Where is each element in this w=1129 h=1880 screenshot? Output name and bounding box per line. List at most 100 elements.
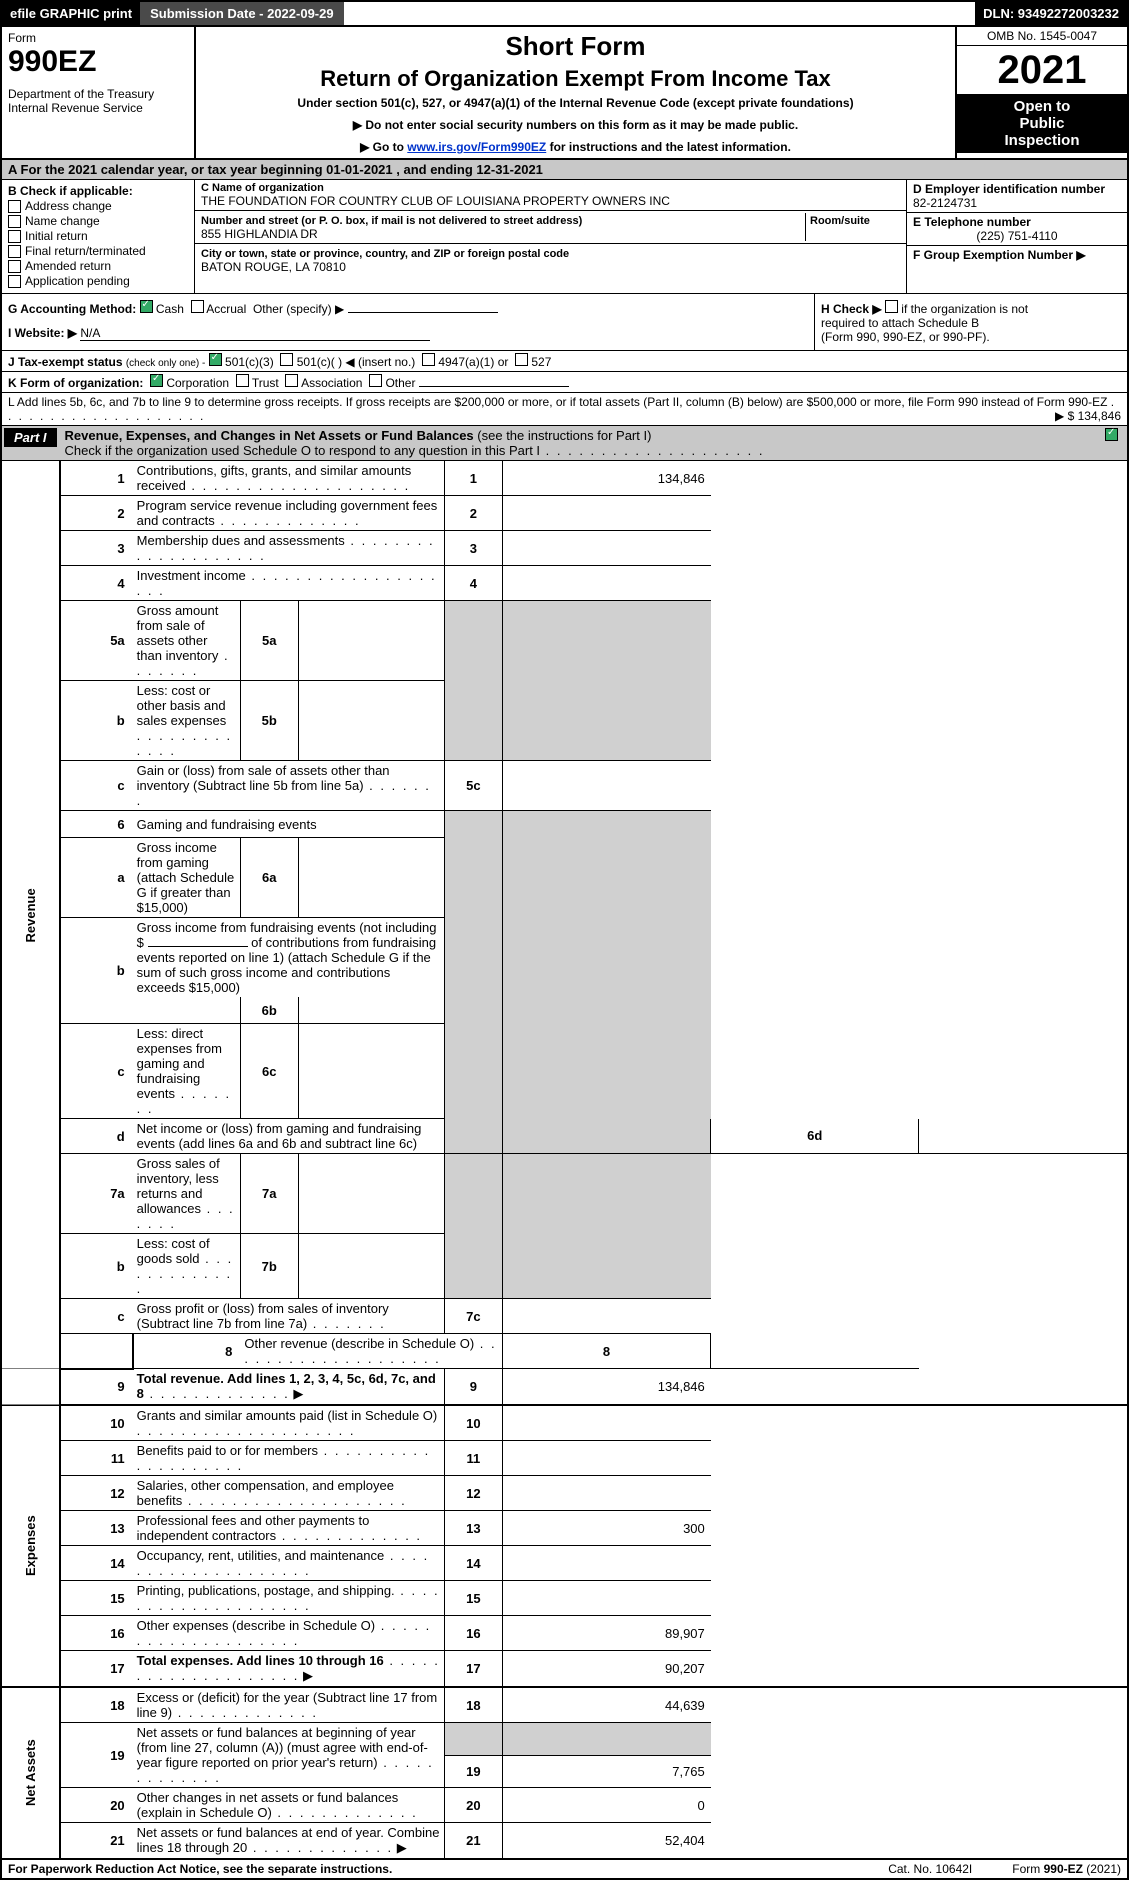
- city-label: City or town, state or province, country…: [201, 248, 569, 260]
- line-9: 9 Total revenue. Add lines 1, 2, 3, 4, 5…: [1, 1369, 1128, 1406]
- header-left: Form 990EZ Department of the Treasury In…: [2, 27, 196, 158]
- part1-table: Revenue 1 Contributions, gifts, grants, …: [0, 461, 1129, 1860]
- open-to-public: Open to Public Inspection: [957, 94, 1127, 153]
- val-17: 90,207: [502, 1651, 711, 1688]
- chk-final-return[interactable]: Final return/terminated: [8, 244, 188, 258]
- topbar: efile GRAPHIC print Submission Date - 20…: [0, 0, 1129, 25]
- section-g: G Accounting Method: Cash Accrual Other …: [8, 300, 808, 316]
- header-right: OMB No. 1545-0047 2021 Open to Public In…: [957, 27, 1127, 158]
- line-13: 13 Professional fees and other payments …: [1, 1511, 1128, 1546]
- chk-501c[interactable]: [280, 353, 293, 366]
- org-name-label: C Name of organization: [201, 182, 900, 194]
- form-label: Form: [8, 31, 188, 45]
- chk-application-pending[interactable]: Application pending: [8, 274, 188, 288]
- val-15: [502, 1581, 711, 1616]
- efile-label: efile GRAPHIC print: [2, 2, 140, 25]
- val-21: 52,404: [502, 1823, 711, 1860]
- street-label: Number and street (or P. O. box, if mail…: [201, 215, 582, 227]
- gross-receipts: ▶ $ 134,846: [1055, 409, 1121, 423]
- chk-address-change[interactable]: Address change: [8, 199, 188, 213]
- line-16: 16 Other expenses (describe in Schedule …: [1, 1616, 1128, 1651]
- city: BATON ROUGE, LA 70810: [201, 260, 900, 274]
- val-2: [502, 496, 711, 531]
- chk-trust[interactable]: [236, 374, 249, 387]
- val-13: 300: [502, 1511, 711, 1546]
- section-k: K Form of organization: Corporation Trus…: [0, 372, 1129, 393]
- chk-527[interactable]: [515, 353, 528, 366]
- line-10: Expenses 10 Grants and similar amounts p…: [1, 1405, 1128, 1441]
- footer-cat: Cat. No. 10642I: [888, 1862, 972, 1876]
- line-6: 6 Gaming and fundraising events: [1, 811, 1128, 838]
- short-title: Short Form: [206, 31, 945, 62]
- line-12: 12 Salaries, other compensation, and emp…: [1, 1476, 1128, 1511]
- val-18: 44,639: [502, 1687, 711, 1723]
- val-14: [502, 1546, 711, 1581]
- checkbox-icon: [8, 215, 21, 228]
- val-8: [711, 1334, 919, 1369]
- chk-cash[interactable]: [140, 300, 153, 313]
- val-5c: [502, 761, 711, 811]
- line-14: 14 Occupancy, rent, utilities, and maint…: [1, 1546, 1128, 1581]
- checkbox-icon: [8, 275, 21, 288]
- val-9: 134,846: [502, 1369, 711, 1406]
- line-18: Net Assets 18 Excess or (deficit) for th…: [1, 1687, 1128, 1723]
- netassets-label: Net Assets: [1, 1687, 60, 1859]
- room-label: Room/suite: [810, 215, 870, 227]
- section-b: B Check if applicable: Address change Na…: [2, 180, 195, 293]
- val-3: [502, 531, 711, 566]
- ein-label: D Employer identification number: [913, 182, 1121, 196]
- section-def: D Employer identification number 82-2124…: [907, 180, 1127, 293]
- line-7c: c Gross profit or (loss) from sales of i…: [1, 1299, 1128, 1334]
- part1-title: Revenue, Expenses, and Changes in Net As…: [59, 426, 1103, 460]
- val-7b: [298, 1234, 444, 1299]
- chk-other-org[interactable]: [369, 374, 382, 387]
- ein-value: 82-2124731: [913, 196, 1121, 210]
- dln: DLN: 93492272003232: [975, 2, 1127, 25]
- street: 855 HIGHLANDIA DR: [201, 227, 805, 241]
- line-5a: 5a Gross amount from sale of assets othe…: [1, 601, 1128, 681]
- chk-accrual[interactable]: [191, 300, 204, 313]
- line-20: 20 Other changes in net assets or fund b…: [1, 1788, 1128, 1823]
- line-4: 4 Investment income 4: [1, 566, 1128, 601]
- val-12: [502, 1476, 711, 1511]
- val-20: 0: [502, 1788, 711, 1823]
- line-17: 17 Total expenses. Add lines 10 through …: [1, 1651, 1128, 1688]
- page-footer: For Paperwork Reduction Act Notice, see …: [0, 1860, 1129, 1880]
- section-j: J Tax-exempt status (check only one) - 5…: [0, 351, 1129, 372]
- section-ghi: G Accounting Method: Cash Accrual Other …: [0, 294, 1129, 351]
- val-4: [502, 566, 711, 601]
- part1-tab: Part I: [4, 428, 57, 447]
- chk-initial-return[interactable]: Initial return: [8, 229, 188, 243]
- chk-schedule-b[interactable]: [885, 300, 898, 313]
- chk-501c3[interactable]: [209, 353, 222, 366]
- goto-link[interactable]: www.irs.gov/Form990EZ: [407, 140, 546, 154]
- ssn-note: ▶ Do not enter social security numbers o…: [206, 118, 945, 132]
- goto-note: ▶ Go to www.irs.gov/Form990EZ for instru…: [206, 140, 945, 154]
- val-6c: [298, 1024, 444, 1119]
- val-5b: [298, 681, 444, 761]
- group-exemption-label: F Group Exemption Number ▶: [913, 248, 1121, 262]
- line-5c: c Gain or (loss) from sale of assets oth…: [1, 761, 1128, 811]
- val-11: [502, 1441, 711, 1476]
- chk-4947[interactable]: [422, 353, 435, 366]
- submission-date: Submission Date - 2022-09-29: [140, 2, 344, 25]
- chk-schedule-o[interactable]: [1105, 428, 1118, 441]
- form-number: 990EZ: [8, 45, 188, 79]
- form-header: Form 990EZ Department of the Treasury In…: [0, 25, 1129, 160]
- line-3: 3 Membership dues and assessments 3: [1, 531, 1128, 566]
- dept-treasury: Department of the Treasury: [8, 87, 188, 101]
- val-16: 89,907: [502, 1616, 711, 1651]
- chk-name-change[interactable]: Name change: [8, 214, 188, 228]
- val-5a: [298, 601, 444, 681]
- checkbox-icon: [8, 260, 21, 273]
- chk-corporation[interactable]: [150, 374, 163, 387]
- chk-association[interactable]: [285, 374, 298, 387]
- chk-amended-return[interactable]: Amended return: [8, 259, 188, 273]
- val-6d: [919, 1119, 1128, 1154]
- val-1: 134,846: [502, 461, 711, 496]
- footer-right: Form 990-EZ (2021): [1012, 1862, 1121, 1876]
- val-7c: [502, 1299, 711, 1334]
- long-title: Return of Organization Exempt From Incom…: [206, 66, 945, 92]
- val-19: 7,765: [502, 1755, 711, 1788]
- section-c: C Name of organization THE FOUNDATION FO…: [195, 180, 907, 293]
